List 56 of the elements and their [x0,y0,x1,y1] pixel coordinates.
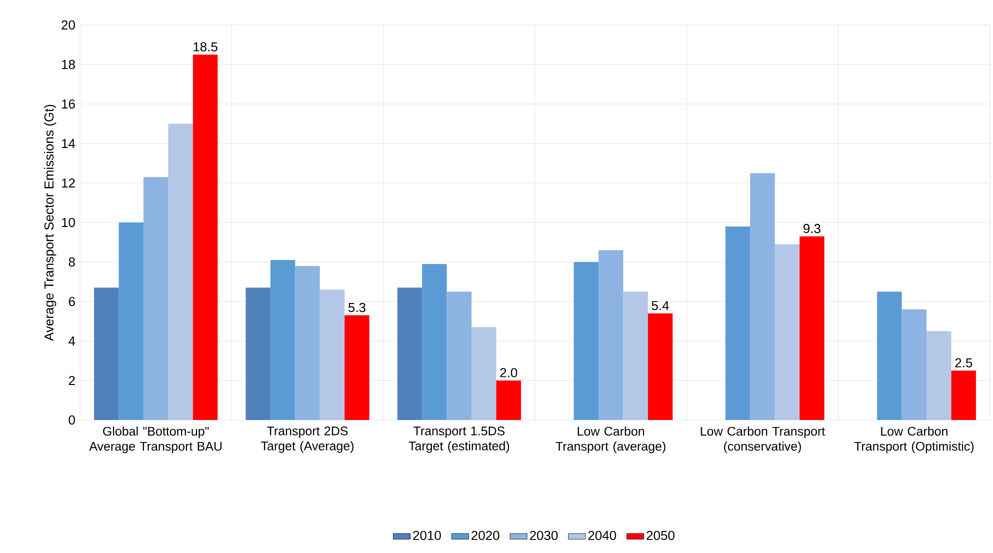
data-label: 5.3 [348,302,366,312]
bar [902,309,927,420]
bar [623,292,648,420]
x-tick-label: Low Carbon Transport (average) [556,426,666,454]
y-tick-label: 12 [62,178,75,188]
x-tick-label: Transport 2DS Target (Average) [261,426,354,453]
bar [192,54,218,420]
y-tick-label: 18 [62,60,75,70]
bar [598,250,624,420]
bar [320,290,345,420]
bar [446,292,472,420]
y-tick-label: 6 [68,296,75,306]
x-tick-label: Low Carbon Transport (Optimistic) [854,426,974,454]
bar [344,315,370,420]
y-tick-label: 20 [62,20,75,30]
legend-label: 2020 [472,530,500,540]
bar [295,266,320,420]
bar [118,222,144,420]
bar [800,236,824,420]
x-tick-label: Global "Bottom-up" Average Transport BAU [89,426,222,454]
data-label: 5.4 [652,301,669,310]
bar [648,313,673,420]
data-label: 2.5 [955,358,972,368]
bar [750,173,775,420]
y-tick-label: 10 [62,218,75,228]
bar [422,264,447,420]
bar [951,370,976,420]
bar [725,226,750,420]
bar [574,262,598,420]
bar [94,288,119,420]
bar [246,288,270,420]
y-tick-label: 2 [68,376,75,386]
legend-label: 2030 [530,530,558,540]
data-label: 2.0 [500,368,518,378]
legend-label: 2040 [588,530,616,540]
x-tick-label: Low Carbon Transport (conservative) [700,426,826,454]
y-tick-label: 4 [68,336,76,346]
legend-label: 2050 [646,530,674,540]
bar [877,292,902,420]
x-tick-label: Transport 1.5DS Target (estimated) [408,426,510,453]
y-tick-label: 8 [68,257,75,267]
bar [168,124,193,420]
data-label: 18.5 [194,42,218,52]
y-axis-title: Average Transport Sector Emissions (Gt) [44,104,56,341]
y-tick-label: 16 [62,99,75,109]
bar [270,260,296,420]
bar [774,244,800,420]
y-tick-label: 14 [62,139,76,148]
y-tick-label: 0 [68,415,75,425]
bar [472,327,496,420]
bar [397,288,422,420]
legend-label: 2010 [413,530,441,540]
bar [926,331,952,420]
data-label: 9.3 [804,224,820,234]
bar [496,380,521,420]
bar [143,177,168,420]
